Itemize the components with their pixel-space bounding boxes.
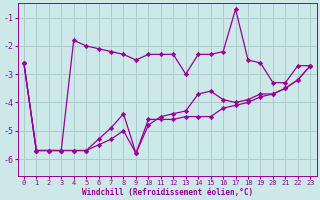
X-axis label: Windchill (Refroidissement éolien,°C): Windchill (Refroidissement éolien,°C) <box>82 188 253 197</box>
